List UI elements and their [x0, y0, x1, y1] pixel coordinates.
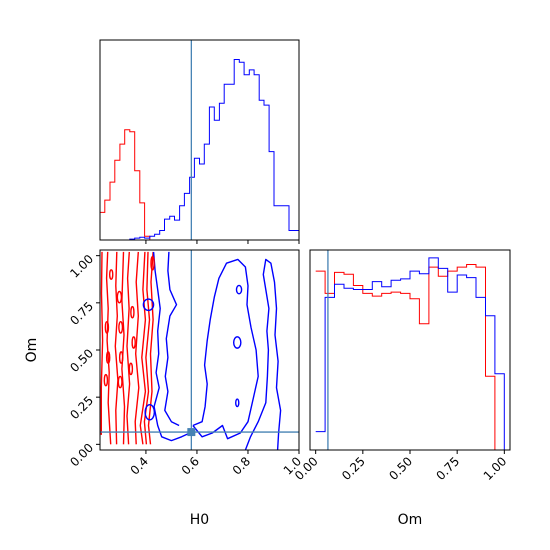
contour-lines: [100, 251, 282, 450]
red-contour: [147, 251, 154, 445]
h0-marginal-frame: [99, 39, 300, 241]
blue-contour-island: [235, 284, 243, 295]
x-axis-label: H0: [190, 512, 209, 528]
blue-histogram: [100, 59, 299, 241]
blue-contour: [164, 251, 180, 427]
red-contour-island: [117, 375, 123, 389]
red-contour: [126, 251, 131, 445]
contour-frame: [99, 249, 300, 451]
x-axis-label: Om: [398, 512, 423, 528]
blue-contour-island: [144, 404, 156, 421]
red-contour-island: [105, 351, 111, 364]
red-contour-island: [131, 336, 136, 349]
red-contour-island: [150, 255, 155, 271]
h0-marginal-ticks: [145, 240, 300, 244]
red-contour: [143, 251, 151, 445]
red-contour: [105, 251, 112, 445]
red-contour-island: [128, 362, 134, 376]
red-contour: [121, 251, 126, 445]
red-histogram: [315, 264, 505, 451]
red-contour: [134, 251, 140, 445]
blue-histogram: [315, 257, 505, 450]
red-contour-island: [118, 351, 124, 364]
y-axis-label: Om: [24, 338, 40, 363]
blue-contour: [192, 258, 259, 440]
red-contour-island: [103, 373, 109, 387]
red-contour: [114, 251, 119, 445]
blue-contour: [244, 258, 282, 450]
blue-contour-island: [235, 398, 240, 408]
om-h0-contour-panel: 0.4 0.6 0.8 1.0 0.000.250.500.751.00 H0 Om: [24, 249, 304, 528]
om-histograms: [315, 257, 505, 451]
red-contour: [139, 251, 147, 445]
red-contour-island: [104, 320, 110, 334]
truth-marker: [187, 428, 196, 437]
red-contour-island: [116, 290, 123, 304]
blue-contour-island: [142, 298, 155, 312]
blue-contour-island: [232, 336, 242, 349]
blue-contour: [152, 251, 191, 442]
red-contour-island: [130, 305, 135, 319]
om-marginal-frame: [309, 249, 511, 451]
red-contour-island: [108, 269, 114, 280]
h0-marginal-panel: [99, 39, 300, 244]
red-contour-island: [118, 320, 124, 334]
red-contour: [100, 251, 104, 435]
